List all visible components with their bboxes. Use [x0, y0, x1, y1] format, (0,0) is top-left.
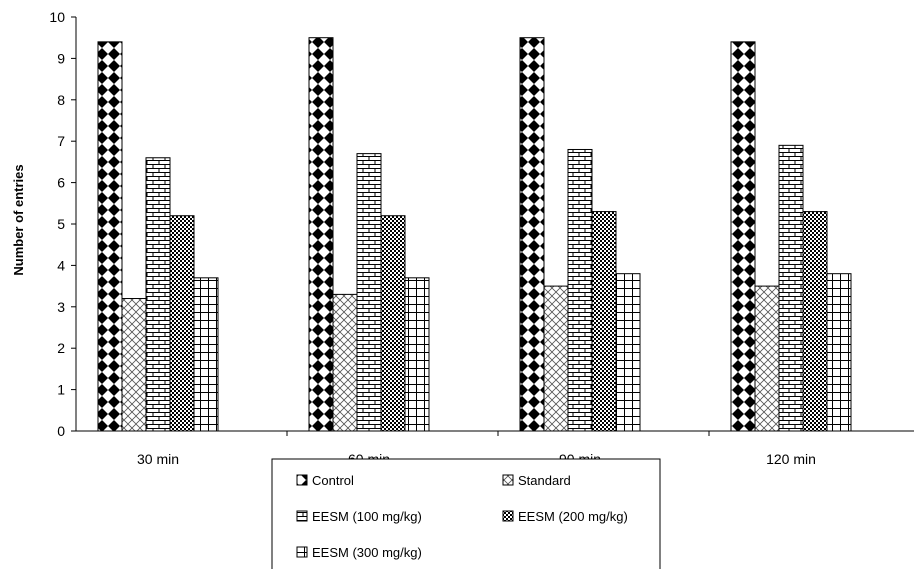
bar-standard-120-min [754, 285, 780, 432]
legend: Control Standard EESM (100 mg/kg) EESM (200… [271, 458, 661, 569]
bar-control-60-min [308, 37, 334, 432]
bar-standard-60-min [332, 293, 358, 432]
x-tick-label: 120 min [766, 451, 816, 467]
y-tick-label: 9 [57, 50, 65, 66]
bar-eesm-200-mg-kg-30-min [169, 215, 195, 432]
bar-eesm-300-mg-kg-120-min [826, 273, 852, 432]
y-tick-label: 5 [57, 216, 65, 232]
legend-frame [271, 458, 661, 569]
axes [71, 16, 914, 436]
bar-standard-30-min [121, 298, 147, 432]
bar-eesm-100-mg-kg-120-min [778, 144, 804, 432]
bar-eesm-300-mg-kg-30-min [193, 277, 219, 432]
bar-group [97, 37, 852, 432]
bar-eesm-100-mg-kg-30-min [145, 157, 171, 432]
y-tick-label: 1 [57, 382, 65, 398]
y-tick-label: 8 [57, 92, 65, 108]
bar-eesm-300-mg-kg-60-min [404, 277, 430, 432]
y-tick-labels: 0 1 2 3 4 5 6 7 8 9 10 [49, 9, 65, 439]
bar-control-30-min [97, 41, 123, 432]
bar-control-90-min [519, 37, 545, 432]
legend-label-control: Control [312, 473, 354, 488]
bar-eesm-200-mg-kg-120-min [802, 211, 828, 432]
y-tick-label: 0 [57, 423, 65, 439]
y-tick-label: 4 [57, 257, 65, 273]
legend-swatch-standard [502, 474, 514, 486]
legend-swatch-eesm-300-mg-kg [296, 546, 308, 558]
legend-swatch-control [296, 474, 308, 486]
bar-eesm-200-mg-kg-90-min [591, 211, 617, 432]
bar-eesm-300-mg-kg-90-min [615, 273, 641, 432]
bar-eesm-100-mg-kg-90-min [567, 148, 593, 432]
legend-label-eesm-200-mg-kg: EESM (200 mg/kg) [518, 509, 628, 524]
bar-control-120-min [730, 41, 756, 432]
bar-standard-90-min [543, 285, 569, 432]
y-tick-label: 7 [57, 133, 65, 149]
bar-eesm-200-mg-kg-60-min [380, 215, 406, 432]
legend-label-eesm-100-mg-kg: EESM (100 mg/kg) [312, 509, 422, 524]
y-tick-label: 6 [57, 175, 65, 191]
y-tick-label: 2 [57, 340, 65, 356]
y-axis-title: Number of entries [11, 164, 26, 275]
y-tick-label: 10 [49, 9, 65, 25]
x-tick-label: 30 min [137, 451, 179, 467]
y-tick-label: 3 [57, 299, 65, 315]
legend-label-eesm-300-mg-kg: EESM (300 mg/kg) [312, 545, 422, 560]
legend-swatch-eesm-200-mg-kg [502, 510, 514, 522]
legend-swatch-eesm-100-mg-kg [296, 510, 308, 522]
legend-items: Control Standard EESM (100 mg/kg) EESM (200… [296, 473, 628, 560]
bar-eesm-100-mg-kg-60-min [356, 153, 382, 432]
legend-label-standard: Standard [518, 473, 571, 488]
